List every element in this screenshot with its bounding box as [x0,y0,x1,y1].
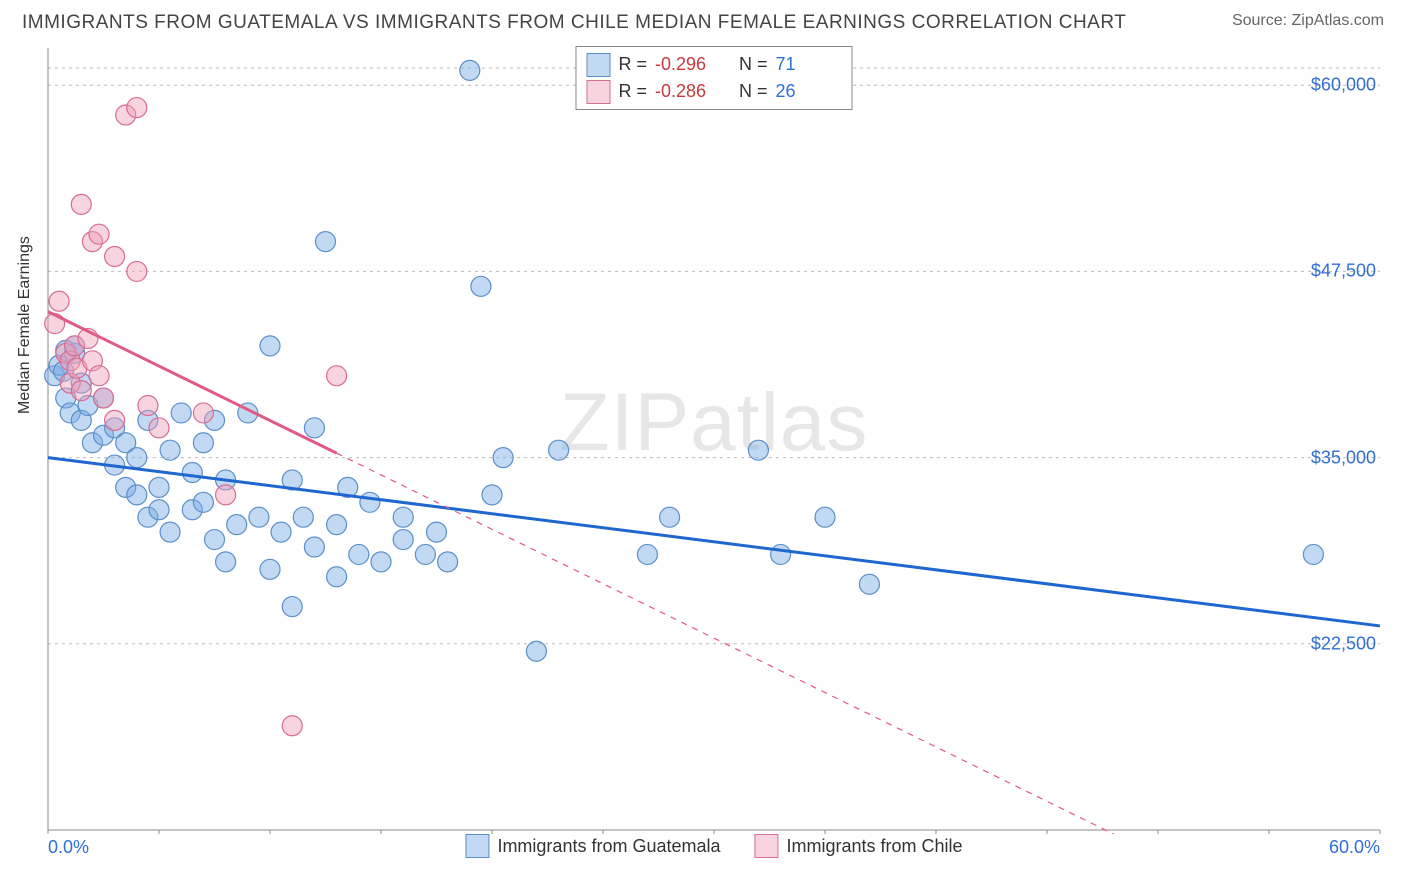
y-axis-label: Median Female Earnings [16,236,34,414]
stats-row: R = -0.296 N = 71 [586,51,841,78]
stats-n-label: N = [739,51,768,78]
stats-n-label: N = [739,78,768,105]
stats-row: R = -0.286 N = 26 [586,78,841,105]
y-tick-label: $47,500 [1311,261,1376,282]
stats-n-value: 71 [776,51,842,78]
x-min-label: 0.0% [48,837,89,858]
legend-swatch [755,834,779,858]
stats-r-label: R = [618,78,647,105]
y-tick-label: $22,500 [1311,633,1376,654]
stats-swatch [586,53,610,77]
y-tick-label: $60,000 [1311,75,1376,96]
legend-item: Immigrants from Guatemala [465,834,720,858]
legend-swatch [465,834,489,858]
y-tick-label: $35,000 [1311,447,1376,468]
stats-r-label: R = [618,51,647,78]
stats-r-value: -0.286 [655,78,721,105]
stats-n-value: 26 [776,78,842,105]
legend-item: Immigrants from Chile [755,834,963,858]
legend-label: Immigrants from Guatemala [497,836,720,857]
stats-r-value: -0.296 [655,51,721,78]
source-label: Source: ZipAtlas.com [1232,12,1384,30]
legend-label: Immigrants from Chile [787,836,963,857]
chart-title: IMMIGRANTS FROM GUATEMALA VS IMMIGRANTS … [22,12,1126,34]
bottom-legend: Immigrants from Guatemala Immigrants from… [465,834,962,858]
scatter-plot [44,44,1384,834]
x-max-label: 60.0% [1329,837,1380,858]
stats-box: R = -0.296 N = 71 R = -0.286 N = 26 [575,46,852,110]
chart-container: Median Female Earnings ZIPatlas $22,500$… [44,44,1384,834]
stats-swatch [586,80,610,104]
